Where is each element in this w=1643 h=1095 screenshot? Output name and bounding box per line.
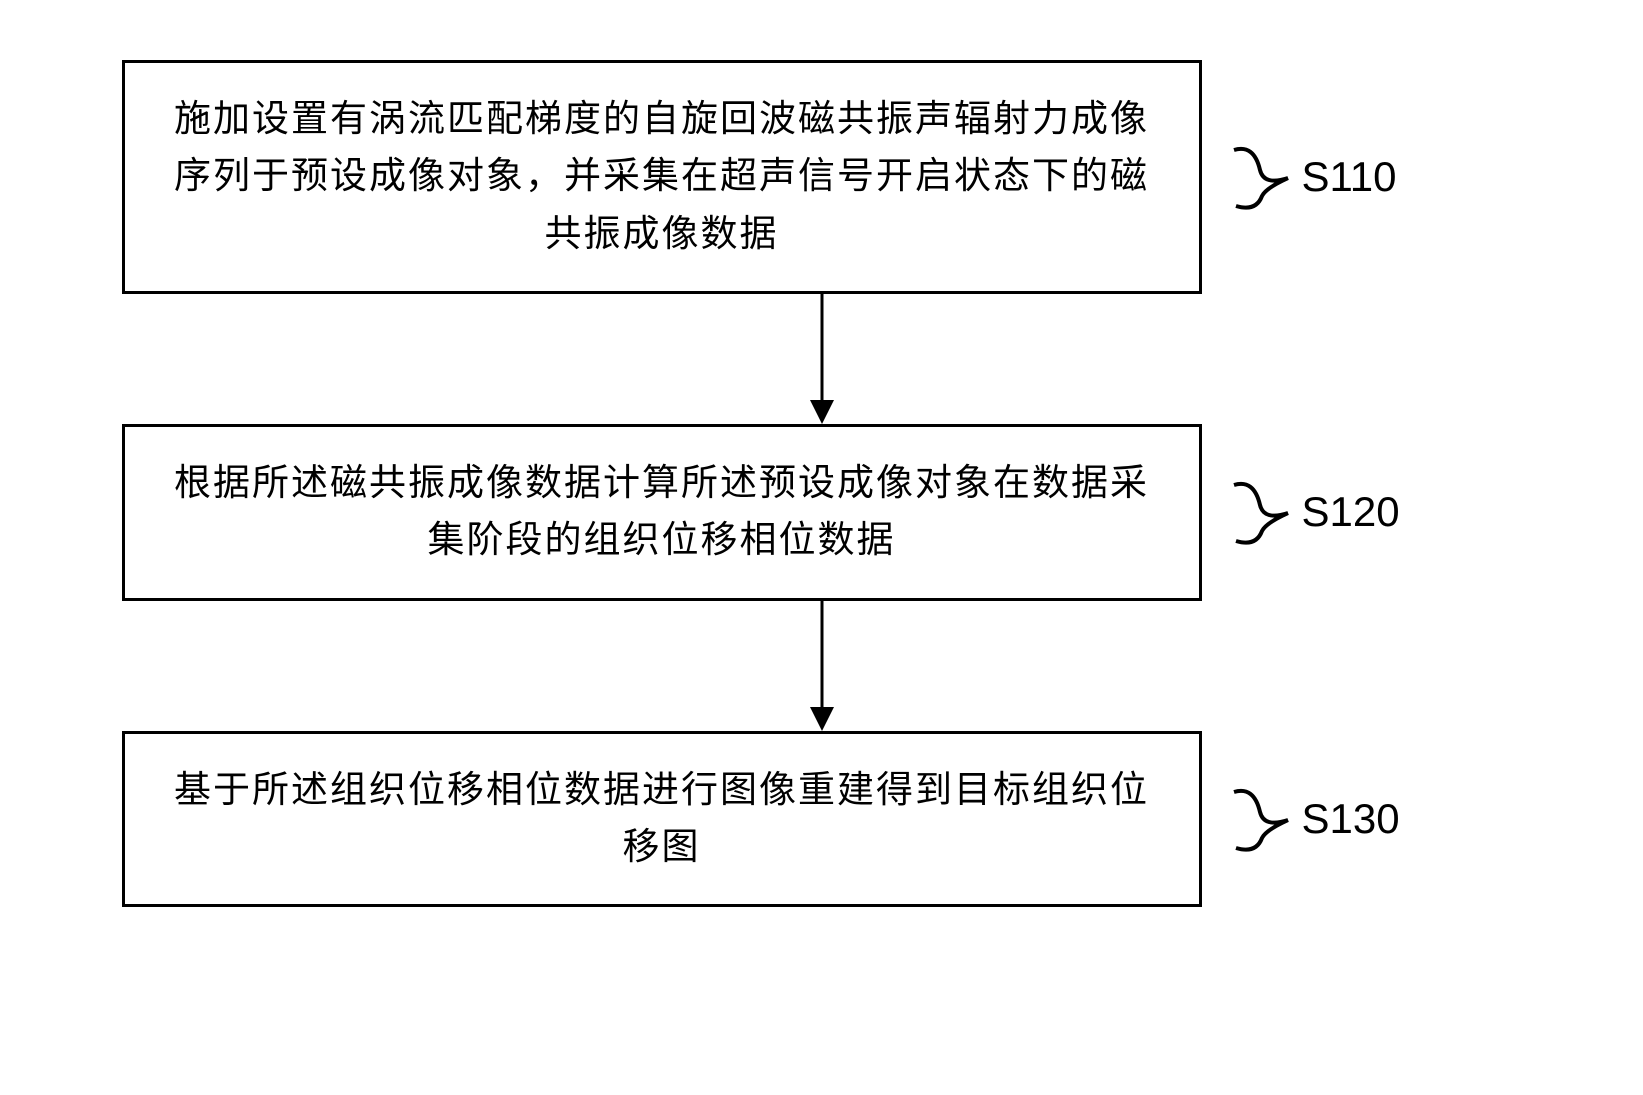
label-connector-2: S120 — [1232, 477, 1400, 547]
step-text-s120: 根据所述磁共振成像数据计算所述预设成像对象在数据采集阶段的组织位移相位数据 — [165, 455, 1159, 570]
bracket-icon — [1232, 477, 1292, 547]
label-connector-1: S110 — [1232, 142, 1397, 212]
step-box-s110: 施加设置有涡流匹配梯度的自旋回波磁共振声辐射力成像序列于预设成像对象，并采集在超… — [122, 60, 1202, 294]
step-row-1: 施加设置有涡流匹配梯度的自旋回波磁共振声辐射力成像序列于预设成像对象，并采集在超… — [122, 60, 1522, 294]
arrow-1 — [282, 294, 1362, 424]
step-row-3: 基于所述组织位移相位数据进行图像重建得到目标组织位移图 S130 — [122, 731, 1522, 908]
step-label-s110: S110 — [1302, 153, 1397, 201]
arrow-2 — [282, 601, 1362, 731]
step-box-s120: 根据所述磁共振成像数据计算所述预设成像对象在数据采集阶段的组织位移相位数据 — [122, 424, 1202, 601]
flowchart-container: 施加设置有涡流匹配梯度的自旋回波磁共振声辐射力成像序列于预设成像对象，并采集在超… — [122, 60, 1522, 907]
step-row-2: 根据所述磁共振成像数据计算所述预设成像对象在数据采集阶段的组织位移相位数据 S1… — [122, 424, 1522, 601]
step-text-s130: 基于所述组织位移相位数据进行图像重建得到目标组织位移图 — [165, 762, 1159, 877]
step-box-s130: 基于所述组织位移相位数据进行图像重建得到目标组织位移图 — [122, 731, 1202, 908]
step-text-s110: 施加设置有涡流匹配梯度的自旋回波磁共振声辐射力成像序列于预设成像对象，并采集在超… — [165, 91, 1159, 263]
bracket-icon — [1232, 142, 1292, 212]
label-connector-3: S130 — [1232, 784, 1400, 854]
bracket-icon — [1232, 784, 1292, 854]
step-label-s130: S130 — [1302, 795, 1400, 843]
step-label-s120: S120 — [1302, 488, 1400, 536]
